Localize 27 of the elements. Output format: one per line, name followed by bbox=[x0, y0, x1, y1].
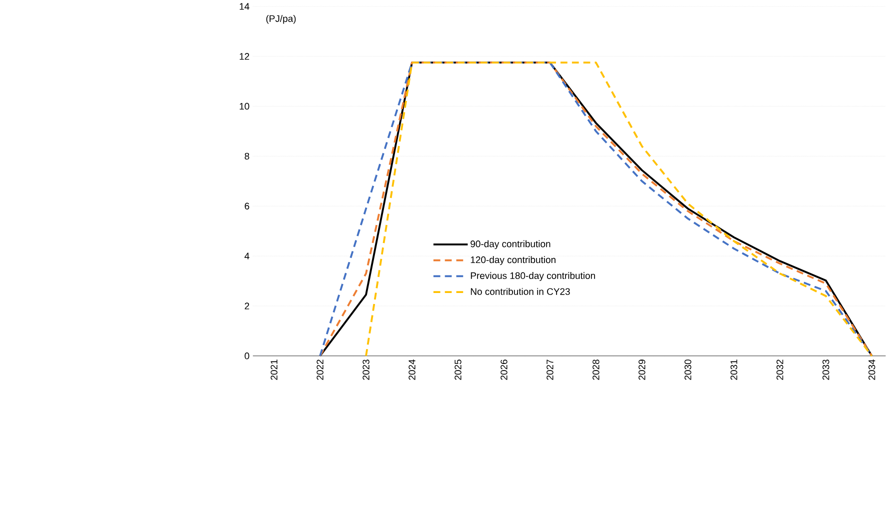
y-tick-label: 2 bbox=[244, 302, 250, 310]
x-tick-label: 2034 bbox=[868, 360, 876, 380]
legend-label: Previous 180-day contribution bbox=[470, 272, 595, 282]
y-axis-title: (PJ/pa) bbox=[266, 15, 296, 24]
y-tick-label: 8 bbox=[244, 153, 250, 160]
x-tick-label: 2032 bbox=[776, 360, 784, 380]
y-tick-label: 10 bbox=[240, 103, 250, 110]
y-tick-label: 4 bbox=[244, 252, 250, 260]
x-tick-label: 2025 bbox=[454, 360, 462, 380]
x-tick-label: 2028 bbox=[592, 360, 600, 380]
x-tick-label: 2023 bbox=[362, 360, 370, 380]
x-tick-label: 2027 bbox=[546, 360, 554, 380]
x-tick-label: 2024 bbox=[408, 360, 416, 380]
y-tick-label: 12 bbox=[240, 53, 250, 60]
x-tick-label: 2033 bbox=[822, 360, 830, 380]
y-tick-label: 6 bbox=[244, 202, 250, 210]
x-tick-label: 2026 bbox=[500, 360, 508, 380]
legend-label: No contribution in CY23 bbox=[470, 288, 570, 296]
legend-label: 120-day contribution bbox=[470, 256, 556, 266]
x-tick-label: 2029 bbox=[638, 360, 646, 380]
y-tick-label: 0 bbox=[244, 352, 250, 360]
x-tick-label: 2021 bbox=[270, 360, 278, 380]
x-tick-label: 2030 bbox=[684, 360, 692, 380]
x-tick-label: 2031 bbox=[730, 360, 738, 380]
x-tick-label: 2022 bbox=[316, 360, 324, 380]
y-tick-label: 14 bbox=[240, 3, 250, 10]
legend-label: 90-day contribution bbox=[470, 240, 550, 250]
